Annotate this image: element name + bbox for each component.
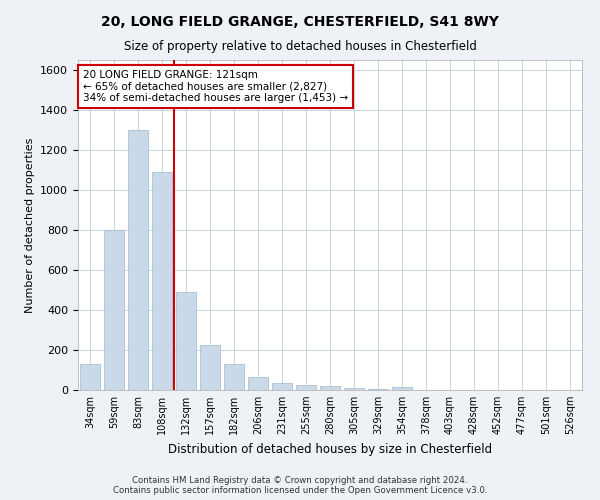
Text: 20, LONG FIELD GRANGE, CHESTERFIELD, S41 8WY: 20, LONG FIELD GRANGE, CHESTERFIELD, S41… <box>101 15 499 29</box>
Bar <box>80 364 100 390</box>
Bar <box>152 172 172 390</box>
Bar <box>392 387 412 390</box>
Text: Size of property relative to detached houses in Chesterfield: Size of property relative to detached ho… <box>124 40 476 53</box>
Text: Contains HM Land Registry data © Crown copyright and database right 2024.
Contai: Contains HM Land Registry data © Crown c… <box>113 476 487 495</box>
Bar <box>320 386 340 390</box>
Bar <box>368 389 388 390</box>
Bar <box>344 388 364 390</box>
Bar <box>296 385 316 390</box>
Bar <box>104 230 124 390</box>
Bar <box>224 364 244 390</box>
Bar <box>176 292 196 390</box>
Text: 20 LONG FIELD GRANGE: 121sqm
← 65% of detached houses are smaller (2,827)
34% of: 20 LONG FIELD GRANGE: 121sqm ← 65% of de… <box>83 70 348 103</box>
Bar <box>128 130 148 390</box>
Y-axis label: Number of detached properties: Number of detached properties <box>25 138 35 312</box>
Bar <box>248 377 268 390</box>
Bar <box>272 383 292 390</box>
Bar <box>200 345 220 390</box>
X-axis label: Distribution of detached houses by size in Chesterfield: Distribution of detached houses by size … <box>168 442 492 456</box>
